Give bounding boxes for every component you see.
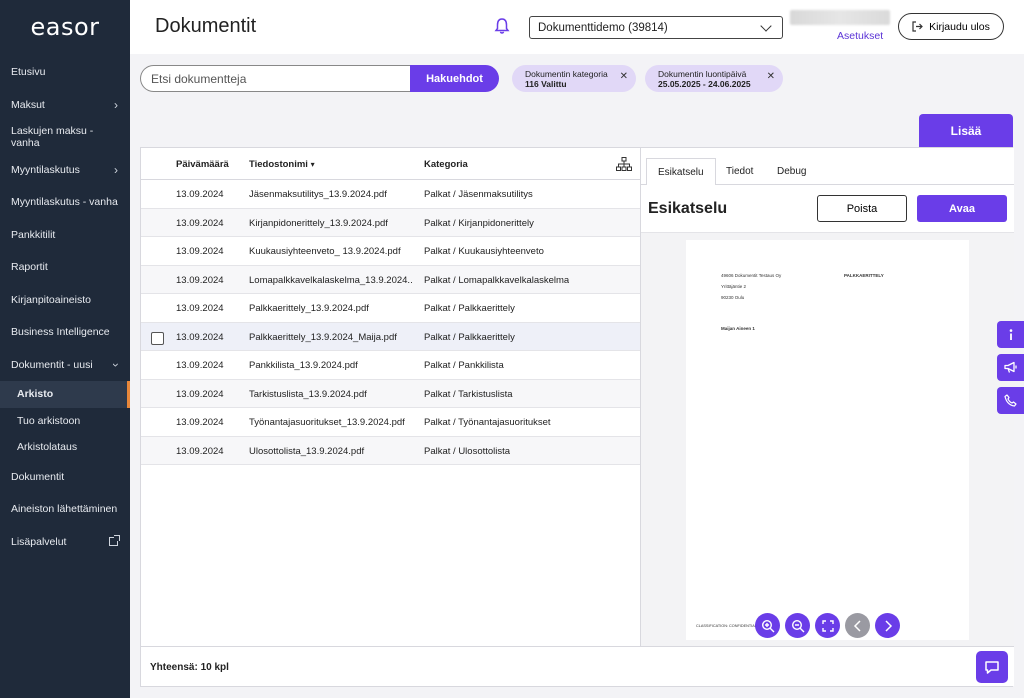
- sidebar-subitem-tuo-arkistoon[interactable]: Tuo arkistoon: [17, 414, 81, 427]
- top-header: Dokumentit Dokumenttidemo (39814) Asetuk…: [130, 0, 1024, 54]
- document-preview: 49606 Dokumentit Testaus Oy PALKKAERITTE…: [686, 240, 969, 640]
- filter-chip-category[interactable]: Dokumentin kategoria 116 Valittu ✕: [512, 65, 636, 92]
- doc-postal: 90230 Oulu: [721, 295, 745, 300]
- documents-table: Päivämäärä Tiedostonimi ▾ Kategoria 13.0…: [141, 148, 641, 646]
- table-row[interactable]: 13.09.2024 Palkkaerittely_13.9.2024_Maija…: [141, 322, 640, 351]
- search-input[interactable]: [140, 65, 412, 92]
- user-name-blurred: [790, 10, 890, 25]
- previous-page-icon[interactable]: [845, 613, 870, 638]
- doc-footer: CLASSIFICATION: CONFIDENTIAL: [696, 624, 757, 628]
- table-row[interactable]: 13.09.2024 Tarkistuslista_13.9.2024.pdf Pa…: [141, 379, 640, 408]
- chevron-down-icon: [760, 19, 772, 32]
- preview-pane: Esikatselu Tiedot Debug Esikatselu Poist…: [641, 148, 1014, 646]
- table-row[interactable]: 13.09.2024 Kirjanpidonerittely_13.9.2024.…: [141, 208, 640, 237]
- sidebar-item-laskujen-maksu[interactable]: Laskujen maksu - vanha: [11, 125, 94, 150]
- documents-panel: Päivämäärä Tiedostonimi ▾ Kategoria 13.0…: [140, 147, 1014, 687]
- add-button[interactable]: Lisää: [919, 114, 1013, 147]
- table-row[interactable]: 13.09.2024 Kuukausiyhteenveto_ 13.9.2024.…: [141, 237, 640, 266]
- table-footer: Yhteensä: 10 kpl: [141, 646, 1014, 686]
- sidebar-item-lisapalvelut[interactable]: Lisäpalvelut: [0, 526, 130, 559]
- sidebar-item-raportit[interactable]: Raportit: [11, 261, 48, 274]
- table-row[interactable]: 13.09.2024 Jäsenmaksutilitys_13.9.2024.pd…: [141, 180, 640, 209]
- table-row[interactable]: 13.09.2024 Työnantajasuoritukset_13.9.202…: [141, 408, 640, 437]
- sidebar: easor Etusivu Maksut › Laskujen maksu - v…: [0, 0, 130, 698]
- filter-chip-created-date[interactable]: Dokumentin luontipäivä 25.05.2025 - 24.0…: [645, 65, 783, 92]
- zoom-in-icon[interactable]: [755, 613, 780, 638]
- sidebar-item-business-intelligence[interactable]: Business Intelligence: [11, 326, 110, 339]
- next-page-icon[interactable]: [875, 613, 900, 638]
- megaphone-icon[interactable]: [997, 354, 1024, 381]
- tab-debug[interactable]: Debug: [777, 166, 807, 177]
- sidebar-item-etusivu[interactable]: Etusivu: [11, 66, 46, 79]
- brand-logo[interactable]: easor: [30, 13, 100, 41]
- column-header-date[interactable]: Päivämäärä: [176, 159, 229, 170]
- close-icon[interactable]: ✕: [619, 71, 628, 82]
- table-row[interactable]: 13.09.2024 Pankkilista_13.9.2024.pdf Palka…: [141, 351, 640, 380]
- sidebar-nav: Etusivu Maksut › Laskujen maksu - vanha M…: [0, 56, 130, 558]
- sidebar-subitem-arkisto[interactable]: Arkisto: [0, 381, 130, 408]
- tab-esikatselu[interactable]: Esikatselu: [646, 158, 716, 185]
- page-title: Dokumentit: [155, 15, 257, 37]
- logout-button[interactable]: Kirjaudu ulos: [898, 13, 1004, 40]
- organization-select[interactable]: Dokumenttidemo (39814): [529, 16, 783, 39]
- sort-down-icon: ▾: [310, 160, 315, 169]
- chevron-right-icon: ›: [114, 97, 118, 112]
- table-header: Päivämäärä Tiedostonimi ▾ Kategoria: [141, 148, 640, 180]
- sidebar-item-pankkitilit[interactable]: Pankkitilit: [11, 228, 56, 241]
- info-icon[interactable]: [997, 321, 1024, 348]
- chevron-down-icon: ›: [109, 362, 123, 367]
- preview-tabs: Esikatselu Tiedot Debug: [641, 148, 1014, 185]
- viewer-controls: [755, 613, 900, 638]
- chat-button[interactable]: [976, 651, 1008, 683]
- sidebar-item-kirjanpitoaineisto[interactable]: Kirjanpitoaineisto: [11, 293, 91, 306]
- doc-company: 49606 Dokumentit Testaus Oy: [721, 273, 782, 278]
- chat-icon: [985, 660, 999, 674]
- sidebar-item-myyntilaskutus[interactable]: Myyntilaskutus ›: [11, 162, 118, 177]
- bell-icon[interactable]: [494, 17, 510, 35]
- column-header-filename[interactable]: Tiedostonimi ▾: [249, 159, 315, 170]
- table-body: 13.09.2024 Jäsenmaksutilitys_13.9.2024.pd…: [141, 180, 640, 465]
- hierarchy-icon[interactable]: [616, 157, 632, 171]
- doc-recipient: Maijan Aineen 1: [721, 326, 755, 331]
- search-criteria-button[interactable]: Hakuehdot: [410, 65, 499, 92]
- sidebar-item-aineiston-lahettaminen[interactable]: Aineiston lähettäminen: [11, 503, 118, 516]
- search-bar: Hakuehdot: [140, 65, 499, 92]
- table-row[interactable]: 13.09.2024 Ulosottolista_13.9.2024.pdf Pal…: [141, 436, 640, 465]
- sidebar-item-dokumentit[interactable]: Dokumentit: [11, 470, 65, 483]
- preview-header: Esikatselu Poista Avaa: [641, 185, 1014, 233]
- row-checkbox[interactable]: [151, 331, 164, 345]
- logout-icon: [912, 21, 923, 32]
- external-link-icon: [109, 535, 120, 547]
- chevron-right-icon: ›: [114, 162, 118, 177]
- close-icon[interactable]: ✕: [766, 71, 775, 82]
- zoom-out-icon[interactable]: [785, 613, 810, 638]
- settings-link[interactable]: Asetukset: [837, 30, 884, 42]
- table-row[interactable]: 13.09.2024 Palkkaerittely_13.9.2024.pdf Pa…: [141, 294, 640, 323]
- sidebar-subitem-arkistolataus[interactable]: Arkistolataus: [17, 441, 78, 454]
- tab-tiedot[interactable]: Tiedot: [726, 166, 754, 177]
- doc-street: Yrittäjäntie 2: [721, 284, 747, 289]
- total-count: Yhteensä: 10 kpl: [150, 662, 229, 673]
- sidebar-item-myyntilaskutus-vanha[interactable]: Myyntilaskutus - vanha: [11, 196, 118, 209]
- sidebar-item-maksut[interactable]: Maksut ›: [11, 97, 118, 112]
- fullscreen-icon[interactable]: [815, 613, 840, 638]
- phone-icon[interactable]: [997, 387, 1024, 414]
- open-button[interactable]: Avaa: [917, 195, 1007, 222]
- table-row[interactable]: 13.09.2024 Lomapalkkavelkalaskelma_13.9.2…: [141, 265, 640, 294]
- sidebar-item-dokumentit-uusi[interactable]: Dokumentit - uusi ›: [11, 358, 123, 371]
- preview-title: Esikatselu: [648, 200, 728, 217]
- delete-button[interactable]: Poista: [817, 195, 907, 222]
- doc-title: PALKKAERITTELY: [844, 273, 884, 278]
- column-header-category[interactable]: Kategoria: [424, 159, 468, 170]
